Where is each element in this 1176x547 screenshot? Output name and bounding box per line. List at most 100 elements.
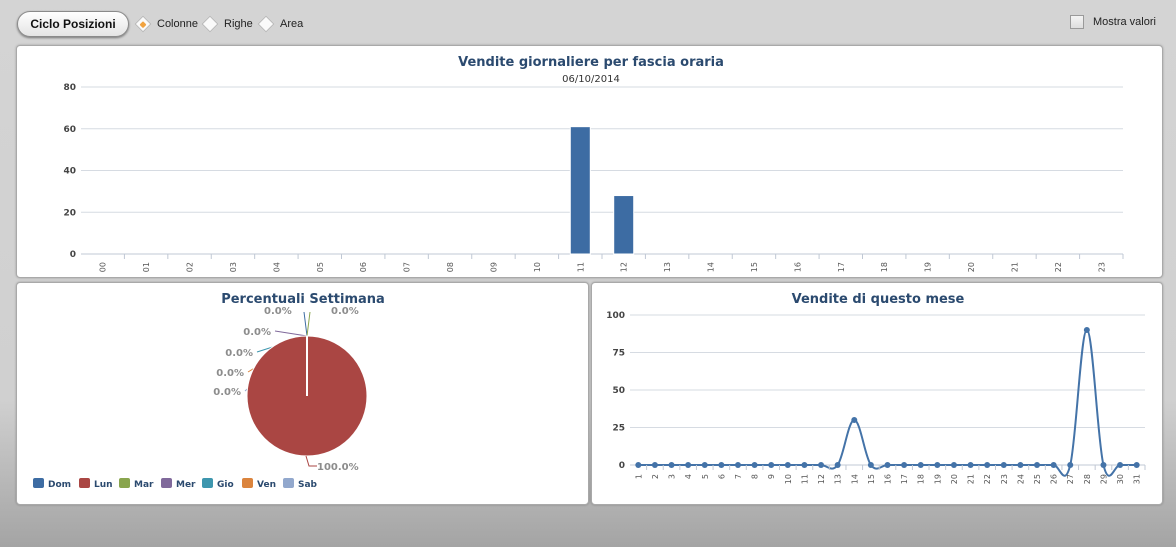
- chart-title: Vendite di questo mese: [792, 292, 965, 307]
- hourly-sales-chart-panel: Vendite giornaliere per fascia oraria 06…: [16, 45, 1163, 278]
- x-tick-label: 4: [684, 474, 693, 479]
- pie-connector-Dom: [303, 311, 308, 337]
- data-point-26: [1050, 462, 1057, 468]
- legend-swatch-Mer: [161, 478, 172, 488]
- y-tick-label: 80: [63, 83, 76, 93]
- data-point-1: [635, 462, 642, 468]
- x-tick-label: 16: [793, 262, 802, 272]
- data-point-23: [1000, 462, 1007, 468]
- data-point-13: [834, 462, 841, 468]
- x-tick-label: 20: [950, 474, 959, 484]
- data-point-15: [867, 462, 874, 468]
- data-point-22: [984, 462, 991, 468]
- data-point-12: [818, 462, 825, 468]
- y-tick-label: 0: [70, 250, 76, 260]
- x-tick-label: 19: [924, 262, 933, 272]
- radio-icon[interactable]: [201, 15, 219, 33]
- option-area-label: Area: [280, 18, 304, 30]
- x-tick-label: 13: [834, 474, 843, 484]
- data-point-31: [1133, 462, 1140, 468]
- data-point-28: [1083, 327, 1090, 333]
- data-point-18: [917, 462, 924, 468]
- x-tick-label: 28: [1083, 474, 1092, 484]
- x-tick-label: 03: [229, 262, 238, 272]
- option-colonne-label: Colonne: [157, 18, 198, 30]
- pie-connector-Mar: [306, 311, 311, 337]
- x-tick-label: 7: [734, 474, 743, 479]
- weekly-percent-chart-panel: Percentuali Settimana 0.0% 0.0% 0.0% 0.0% 0.…: [16, 282, 589, 505]
- x-tick-label: 5: [701, 474, 710, 479]
- x-tick-label: 22: [1054, 262, 1063, 272]
- x-tick-label: 21: [1010, 262, 1019, 272]
- x-tick-label: 15: [750, 262, 759, 272]
- x-tick-label: 14: [707, 262, 716, 272]
- cycle-positions-button[interactable]: Ciclo Posizioni: [17, 11, 129, 37]
- x-tick-label: 27: [1066, 474, 1075, 484]
- x-tick-label: 00: [99, 262, 108, 272]
- x-tick-label: 18: [880, 262, 889, 272]
- radio-icon[interactable]: [257, 15, 275, 33]
- legend-label-Gio: Gio: [217, 480, 234, 490]
- data-point-6: [718, 462, 725, 468]
- x-tick-label: 17: [900, 474, 909, 484]
- legend-label-Ven: Ven: [257, 480, 276, 490]
- y-tick-label: 40: [63, 167, 76, 177]
- pie-label-Dom: 0.0%: [264, 306, 292, 317]
- option-area[interactable]: Area: [257, 15, 304, 33]
- bar-12: [613, 195, 635, 255]
- data-point-11: [801, 462, 808, 468]
- data-point-17: [901, 462, 908, 468]
- show-values-toggle[interactable]: Mostra valori: [1070, 15, 1156, 29]
- x-tick-label: 12: [620, 262, 629, 272]
- y-tick-label: 0: [619, 461, 625, 471]
- x-tick-label: 6: [717, 474, 726, 479]
- x-tick-label: 14: [850, 474, 859, 484]
- y-tick-label: 20: [63, 208, 76, 218]
- data-point-29: [1100, 462, 1107, 468]
- x-tick-label: 02: [186, 262, 195, 272]
- data-point-5: [701, 462, 708, 468]
- data-point-7: [734, 462, 741, 468]
- data-point-21: [967, 462, 974, 468]
- x-tick-label: 06: [359, 262, 368, 272]
- data-point-16: [884, 462, 891, 468]
- x-tick-label: 11: [800, 474, 809, 484]
- x-tick-label: 13: [663, 262, 672, 272]
- option-colonne[interactable]: Colonne: [134, 15, 198, 33]
- data-point-9: [768, 462, 775, 468]
- x-tick-label: 23: [1000, 474, 1009, 484]
- x-tick-label: 2: [651, 474, 660, 479]
- pie-label-Gio: 0.0%: [225, 348, 253, 359]
- x-tick-label: 22: [983, 474, 992, 484]
- data-point-10: [784, 462, 791, 468]
- x-tick-label: 20: [967, 262, 976, 272]
- data-point-3: [668, 462, 675, 468]
- pie-label-Ven: 0.0%: [216, 368, 244, 379]
- x-tick-label: 05: [316, 262, 325, 272]
- x-tick-label: 1: [634, 474, 643, 479]
- y-tick-label: 50: [612, 386, 625, 396]
- legend-label-Sab: Sab: [298, 480, 318, 490]
- toolbar: Ciclo Posizioni Colonne Righe Area Mostr…: [0, 0, 1176, 44]
- pie-label-Mer: 0.0%: [243, 327, 271, 338]
- option-righe-label: Righe: [224, 18, 253, 30]
- x-tick-label: 9: [767, 474, 776, 479]
- option-righe[interactable]: Righe: [201, 15, 253, 33]
- hourly-sales-chart: Vendite giornaliere per fascia oraria 06…: [63, 55, 1124, 272]
- x-tick-label: 17: [837, 262, 846, 272]
- legend-label-Dom: Dom: [48, 480, 71, 490]
- x-tick-label: 19: [933, 474, 942, 484]
- x-tick-label: 01: [142, 262, 151, 272]
- legend-swatch-Sab: [283, 478, 294, 488]
- radio-selected-icon[interactable]: [134, 15, 152, 33]
- y-tick-label: 60: [63, 125, 76, 135]
- x-tick-label: 10: [784, 474, 793, 484]
- x-tick-label: 29: [1099, 474, 1108, 484]
- legend-swatch-Lun: [79, 478, 90, 488]
- x-tick-label: 09: [489, 262, 498, 272]
- x-tick-label: 26: [1050, 474, 1059, 484]
- pie-label-Lun: 100.0%: [317, 462, 359, 473]
- y-tick-label: 100: [606, 311, 625, 321]
- show-values-checkbox[interactable]: [1070, 15, 1084, 29]
